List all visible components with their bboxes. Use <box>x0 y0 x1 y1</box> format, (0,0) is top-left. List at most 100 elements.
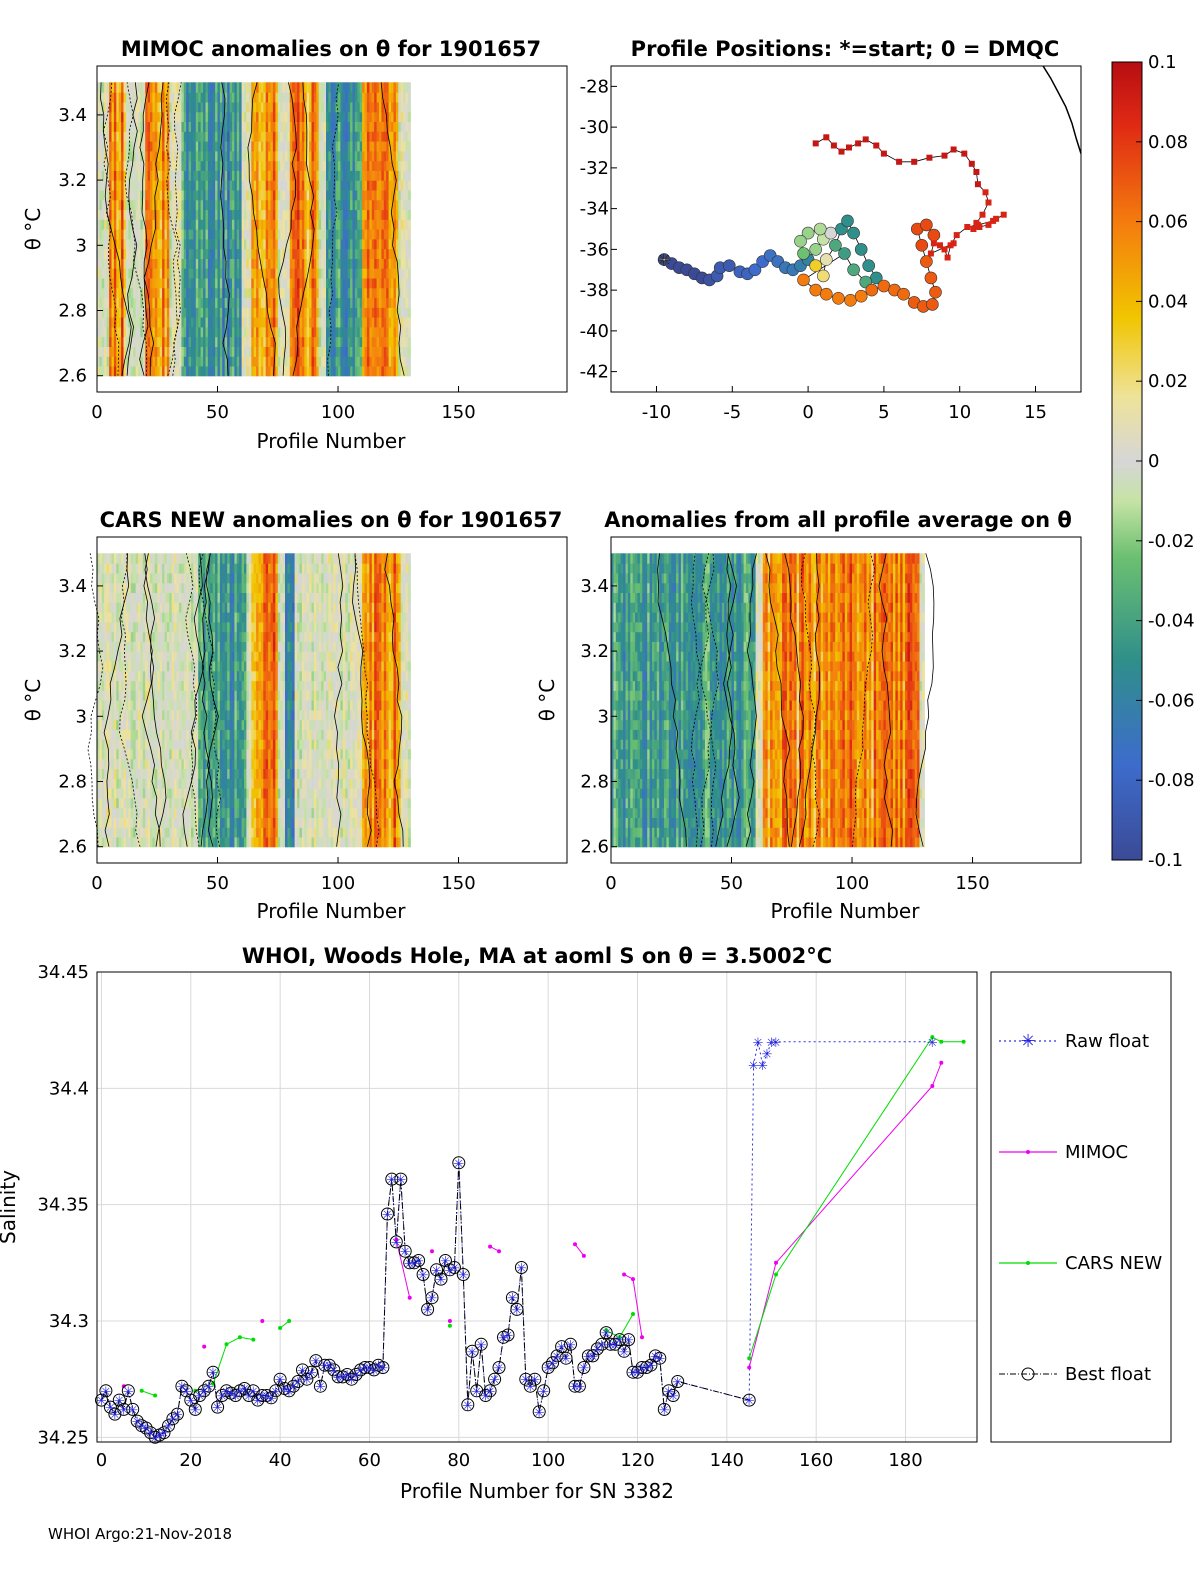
heat-cell <box>195 170 199 181</box>
heat-cell <box>147 160 151 171</box>
heat-cell <box>340 150 344 162</box>
heat-cell <box>147 807 151 818</box>
heat-cell <box>130 797 134 809</box>
heat-cell <box>352 365 356 377</box>
heat-cell <box>371 101 375 113</box>
heat-cell <box>239 365 243 377</box>
heat-cell <box>323 229 327 240</box>
heat-cell <box>282 131 286 142</box>
heat-cell <box>162 817 166 828</box>
heat-cell <box>97 827 100 838</box>
heat-cell <box>403 199 407 211</box>
heat-cell <box>357 111 361 122</box>
heat-cell <box>166 101 170 113</box>
heat-cell <box>191 170 194 181</box>
heat-cell <box>162 238 166 250</box>
heat-cell <box>268 248 272 259</box>
heat-cell <box>97 326 100 338</box>
heat-cell <box>109 326 113 338</box>
heat-cell <box>301 356 305 367</box>
heat-cell <box>379 82 382 93</box>
heat-cell <box>304 101 308 113</box>
heat-cell <box>398 287 402 299</box>
heat-cell <box>227 229 231 240</box>
heat-cell <box>395 150 399 162</box>
heat-cell <box>145 748 149 760</box>
heat-cell <box>282 287 286 299</box>
heat-cell <box>212 297 216 308</box>
heat-cell <box>395 170 399 181</box>
heat-cell <box>97 739 100 750</box>
heat-cell <box>104 807 108 818</box>
heat-cell <box>188 219 192 230</box>
heat-cell <box>140 572 144 584</box>
heat-cell <box>125 287 129 299</box>
heat-cell <box>164 836 168 848</box>
heat-cell <box>268 346 272 357</box>
heat-cell <box>313 209 317 220</box>
heat-cell <box>135 131 139 142</box>
heat-cell <box>311 121 315 132</box>
heat-cell <box>229 101 233 113</box>
heat-cell <box>227 150 231 162</box>
heat-cell <box>299 199 303 211</box>
heat-cell <box>222 111 226 122</box>
heat-cell <box>162 219 166 230</box>
heat-cell <box>287 287 291 299</box>
heat-cell <box>191 307 194 318</box>
heat-cell <box>265 326 269 338</box>
heat-cell <box>357 317 361 328</box>
heat-cell <box>328 199 332 211</box>
heat-cell <box>123 131 127 142</box>
heat-cell <box>195 326 199 338</box>
heat-cell <box>147 268 151 279</box>
heat-cell <box>176 101 180 113</box>
heat-cell <box>157 82 161 93</box>
heat-cell <box>222 307 226 318</box>
heat-cell <box>350 170 354 181</box>
heat-cell <box>229 209 233 220</box>
heat-cell <box>241 287 245 299</box>
heat-cell <box>111 612 115 623</box>
heat-cell <box>186 121 190 132</box>
heat-cell <box>241 101 245 113</box>
heat-cell <box>217 346 221 357</box>
heat-cell <box>318 219 322 230</box>
heat-cell <box>277 336 281 347</box>
heat-cell <box>388 268 392 279</box>
heat-cell <box>101 297 105 308</box>
heat-cell <box>150 131 153 142</box>
heat-cell <box>162 778 166 789</box>
heat-cell <box>347 287 351 299</box>
heat-cell <box>309 101 313 113</box>
heat-cell <box>147 326 151 338</box>
heat-cell <box>354 277 358 289</box>
heat-cell <box>169 748 173 760</box>
heat-cell <box>357 121 361 132</box>
heat-cell <box>222 141 226 152</box>
heat-cell <box>181 317 185 328</box>
heat-cell <box>142 788 146 799</box>
heat-cell <box>133 592 137 603</box>
heat-cell <box>321 170 325 181</box>
heat-cell <box>347 170 351 181</box>
heat-cell <box>157 612 161 623</box>
heat-cell <box>130 827 134 838</box>
heat-cell <box>323 121 327 132</box>
heat-cell <box>128 739 132 750</box>
heat-cell <box>128 651 132 662</box>
heat-cell <box>352 121 356 132</box>
heat-cell <box>215 121 219 132</box>
heat-cell <box>297 248 301 259</box>
heat-cell <box>193 199 197 211</box>
heat-cell <box>157 258 161 269</box>
heat-cell <box>270 248 274 259</box>
heat-cell <box>212 160 216 171</box>
heat-cell <box>193 326 197 338</box>
heat-cell <box>234 189 238 201</box>
heat-cell <box>345 101 349 113</box>
heat-cell <box>270 219 274 230</box>
heat-cell <box>272 209 276 220</box>
heat-cell <box>272 199 276 211</box>
heat-cell <box>359 170 363 181</box>
